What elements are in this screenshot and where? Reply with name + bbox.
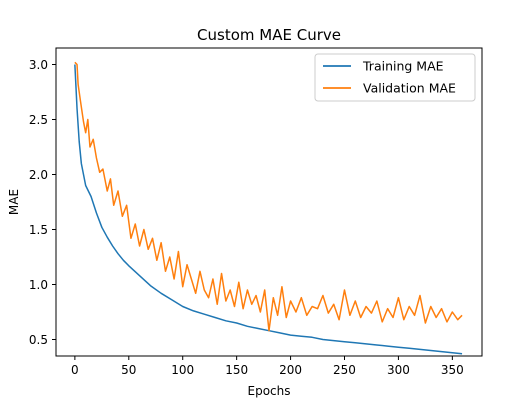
legend-label-validation-mae: Validation MAE — [363, 81, 456, 96]
x-tick-label: 350 — [441, 363, 464, 377]
legend-label-training-mae: Training MAE — [362, 59, 444, 74]
y-tick-label: 3.0 — [29, 58, 48, 72]
legend: Training MAE Validation MAE — [314, 53, 476, 102]
x-tick-label: 100 — [171, 363, 194, 377]
y-tick-label: 2.5 — [29, 113, 48, 127]
x-tick-label: 50 — [121, 363, 136, 377]
y-tick-label: 1.5 — [29, 223, 48, 237]
x-axis-label: Epochs — [248, 384, 291, 398]
y-axis-ticks: 0.5 1.0 1.5 2.0 2.5 3.0 — [29, 58, 56, 347]
y-tick-label: 2.0 — [29, 168, 48, 182]
chart-title: Custom MAE Curve — [197, 26, 341, 44]
series-line-training-mae — [74, 64, 463, 355]
x-tick-label: 0 — [71, 363, 79, 377]
x-axis-ticks: 0 50 100 150 200 250 300 350 — [71, 356, 464, 377]
x-tick-label: 300 — [387, 363, 410, 377]
y-axis-label: MAE — [7, 189, 21, 215]
series-layer — [74, 61, 463, 355]
x-tick-label: 150 — [225, 363, 248, 377]
y-tick-label: 1.0 — [29, 278, 48, 292]
x-tick-label: 250 — [333, 363, 356, 377]
x-tick-label: 200 — [279, 363, 302, 377]
y-tick-label: 0.5 — [29, 333, 48, 347]
series-line-validation-mae — [74, 61, 463, 332]
legend-box — [314, 53, 476, 102]
